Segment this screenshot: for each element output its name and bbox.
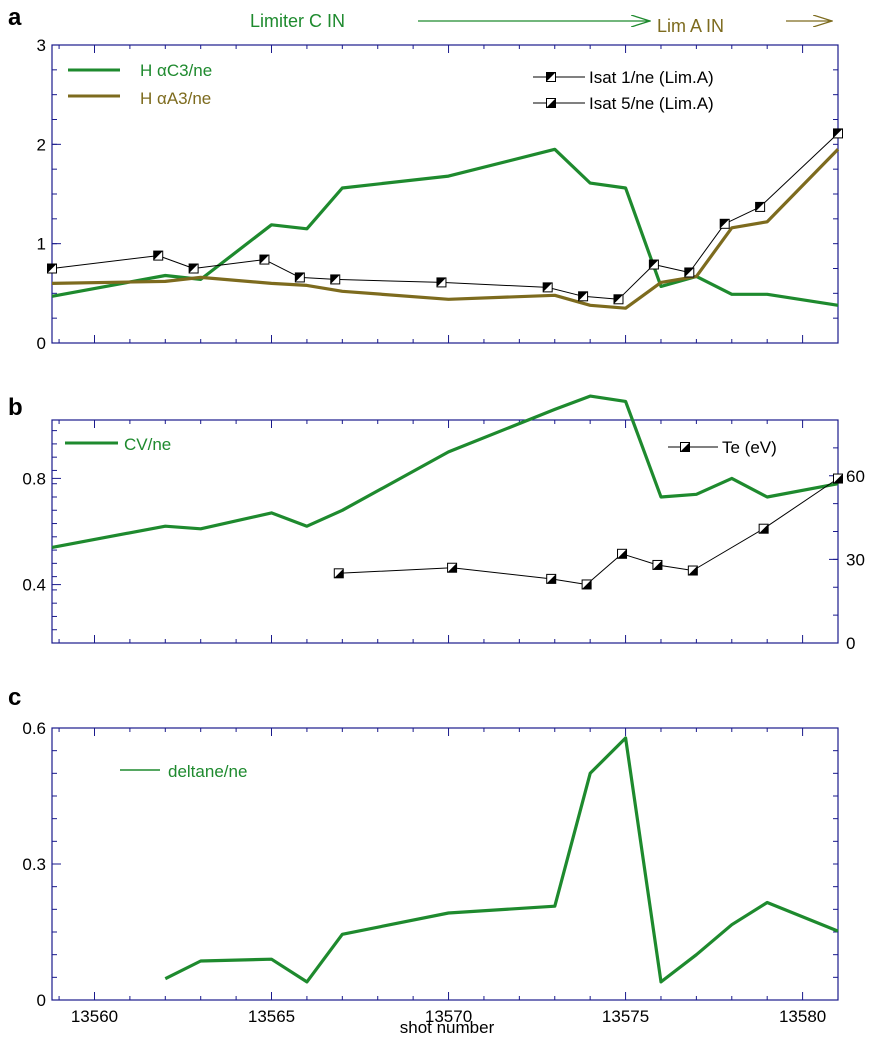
y-tick-label: 0.3 xyxy=(22,855,46,874)
x-tick-label: 13560 xyxy=(71,1007,118,1026)
y-tick-label: 1 xyxy=(37,235,46,254)
panel-label-a: a xyxy=(8,4,22,31)
legend-marker-b-1-fill xyxy=(680,442,690,452)
panel-label-b: b xyxy=(8,394,23,421)
y-tick-label: 0.4 xyxy=(22,576,46,595)
legend-label-a-3: Isat 5/ne (Lim.A) xyxy=(589,94,714,113)
x-tick-label: 13565 xyxy=(248,1007,295,1026)
data-point-b-1-1-fill xyxy=(447,563,457,573)
x-tick-label: 13580 xyxy=(779,1007,826,1026)
data-point-a-2-7-fill xyxy=(543,282,553,292)
data-point-b-1-6-fill xyxy=(688,566,698,576)
series-line-a-1 xyxy=(51,148,840,310)
legend-label-a-1: H αA3/ne xyxy=(140,89,211,108)
data-point-a-2-9-fill xyxy=(613,294,623,304)
data-point-a-2-6-fill xyxy=(436,277,446,287)
y-tick-label: 0.6 xyxy=(22,719,46,738)
y2-tick-label: 30 xyxy=(846,550,865,569)
limiter-a-label: Lim A IN xyxy=(657,16,724,36)
legend-label-a-0: H αC3/ne xyxy=(140,61,212,80)
data-point-a-2-1-fill xyxy=(153,251,163,261)
data-point-a-2-8-fill xyxy=(578,291,588,301)
y2-tick-label: 0 xyxy=(846,634,855,653)
data-point-a-2-13-fill xyxy=(755,202,765,212)
series-line-b-0 xyxy=(51,394,839,549)
data-point-a-2-2-fill xyxy=(189,264,199,273)
y-tick-label: 2 xyxy=(37,135,46,154)
y-tick-label: 0 xyxy=(37,991,46,1010)
legend-label-b-0: CV/ne xyxy=(124,435,171,454)
data-point-a-2-11-fill xyxy=(684,267,694,277)
data-point-b-1-4-fill xyxy=(617,549,627,559)
panel-b: 0.4 0.8 0 30 60 CV/ne Te (eV) xyxy=(22,394,865,653)
legend-label-a-2: Isat 1/ne (Lim.A) xyxy=(589,68,714,87)
data-point-b-1-5-fill xyxy=(652,560,662,570)
panel-a: 0 1 2 3 H αC3/ne H αA3/ne Isat 1/ne (Lim.A) Isa… xyxy=(37,36,843,353)
data-point-a-2-12-fill xyxy=(720,219,730,229)
data-point-a-2-3-fill xyxy=(259,255,269,265)
data-point-b-1-7-fill xyxy=(759,524,769,534)
data-point-b-1-2-fill xyxy=(546,574,556,584)
data-point-b-1-3-fill xyxy=(582,579,592,589)
data-point-a-2-0-fill xyxy=(47,264,57,273)
x-tick-label: 13570 xyxy=(425,1007,472,1026)
legend-label-b-1: Te (eV) xyxy=(722,438,777,457)
series-line-a-0 xyxy=(51,147,839,307)
y-tick-label: 0 xyxy=(37,334,46,353)
legend-marker-a-3-fill xyxy=(546,98,556,108)
y-tick-label: 0.8 xyxy=(22,469,46,488)
x-tick-label: 13575 xyxy=(602,1007,649,1026)
y-tick-label: 3 xyxy=(37,36,46,55)
data-point-b-1-8-fill xyxy=(833,474,843,484)
panel-c: 0 0.3 0.6 deltane/ne xyxy=(22,719,839,1010)
limiter-c-label: Limiter C IN xyxy=(250,11,345,31)
data-point-b-1-0-fill xyxy=(334,568,344,578)
panel-label-c: c xyxy=(8,684,21,711)
data-point-a-2-10-fill xyxy=(649,260,659,270)
series-line-c-0 xyxy=(164,736,839,984)
y2-tick-label: 60 xyxy=(846,467,865,486)
data-point-a-2-5-fill xyxy=(330,274,340,284)
x-axis-title: shot number xyxy=(400,1018,495,1037)
data-point-a-2-4-fill xyxy=(295,272,305,282)
legend-label-c-0: deltane/ne xyxy=(168,762,247,781)
data-point-a-2-14-fill xyxy=(833,128,843,138)
legend-marker-a-2-fill xyxy=(546,72,556,82)
